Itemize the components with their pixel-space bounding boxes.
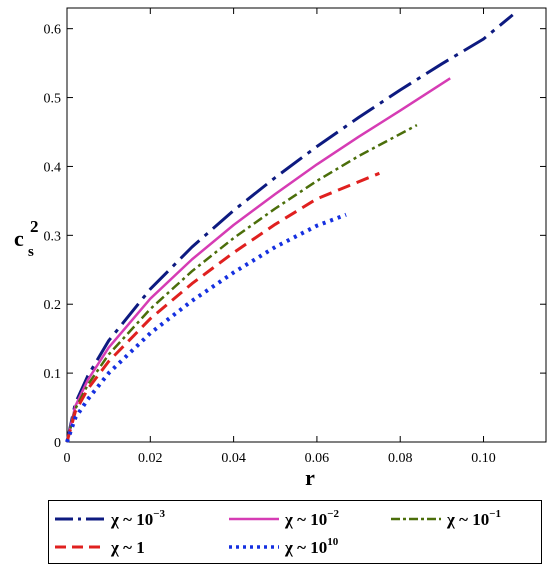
x-tick-label: 0.02 — [138, 451, 163, 466]
svg-text:s: s — [28, 244, 34, 260]
legend-label: χ ~ 10−2 — [285, 508, 339, 529]
legend-label: χ ~ 1010 — [285, 536, 339, 557]
x-tick-label: 0.06 — [305, 451, 330, 466]
y-tick-label: 0.4 — [44, 160, 62, 175]
legend-item-chi-1: χ ~ 1 — [55, 535, 145, 559]
legend-label: χ ~ 1 — [111, 538, 145, 557]
series-line-2 — [65, 123, 418, 443]
legend-label: χ ~ 10−3 — [111, 508, 165, 529]
series-line-0 — [65, 13, 514, 443]
legend-item-chi-1e-3: χ ~ 10−3 — [55, 507, 165, 531]
legend-swatch — [55, 545, 105, 549]
y-tick-label: 0.6 — [44, 23, 62, 38]
legend-label: χ ~ 10−1 — [447, 508, 501, 529]
legend-item-chi-1e-1: χ ~ 10−1 — [391, 507, 501, 531]
y-tick-label: 0.3 — [44, 229, 62, 244]
series-line-1 — [65, 77, 451, 443]
legend-item-chi-1e10: χ ~ 1010 — [229, 535, 338, 559]
axis-ticks: 0 0.02 0.04 0.06 0.08 0.10 0 0.1 0.2 0.3 0.4 0.5 0.6 — [44, 8, 546, 466]
y-tick-label: 0.2 — [44, 298, 62, 313]
x-tick-label: 0 — [64, 451, 71, 466]
series-lines — [65, 13, 514, 443]
y-tick-label: 0 — [54, 436, 61, 451]
y-axis-title: c s 2 — [14, 217, 39, 260]
svg-text:2: 2 — [30, 217, 39, 236]
series-line-3 — [65, 171, 380, 443]
legend-swatch — [229, 545, 279, 549]
chart-legend: χ ~ 10−3 χ ~ 10−2 χ ~ 10−1 χ ~ 1 χ ~ 101… — [48, 500, 542, 564]
x-tick-label: 0.10 — [471, 451, 496, 466]
y-tick-label: 0.5 — [44, 92, 62, 107]
plot-frame — [66, 7, 547, 443]
series-line-4 — [65, 212, 347, 443]
x-tick-label: 0.08 — [388, 451, 413, 466]
svg-text:c: c — [14, 226, 24, 251]
legend-swatch — [229, 517, 279, 521]
y-tick-label: 0.1 — [44, 367, 62, 382]
legend-swatch — [55, 517, 105, 521]
legend-swatch — [391, 517, 441, 521]
x-axis-title: r — [305, 465, 315, 490]
line-chart: 0 0.02 0.04 0.06 0.08 0.10 0 0.1 0.2 0.3 0.4 0.5 0.6… — [14, 7, 547, 490]
x-tick-label: 0.04 — [221, 451, 246, 466]
legend-item-chi-1e-2: χ ~ 10−2 — [229, 507, 339, 531]
